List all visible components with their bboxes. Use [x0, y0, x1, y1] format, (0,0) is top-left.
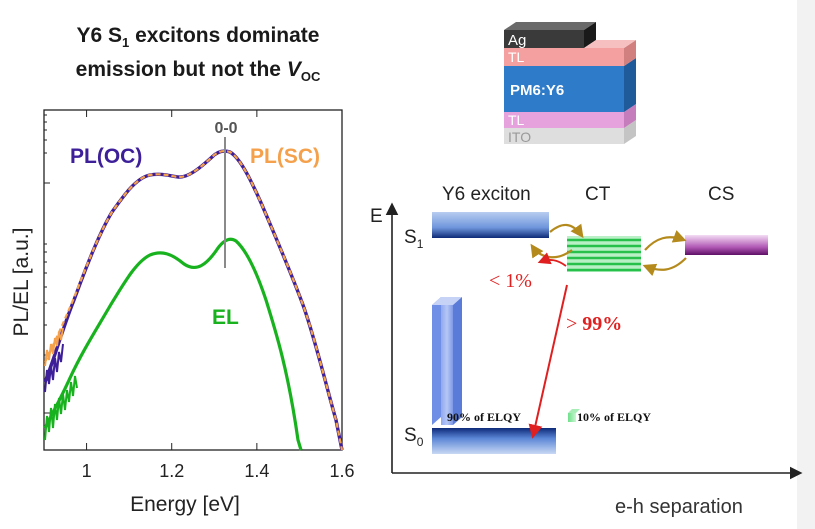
separation-axis-label: e-h separation [615, 496, 743, 518]
stack-tl-top-label: TL [508, 49, 525, 65]
column-label-exciton: Y6 exciton [442, 184, 531, 205]
s1-exciton-level [432, 212, 549, 238]
series-el-noise [44, 375, 78, 441]
s0-label: S0 [404, 425, 424, 449]
x-tick-label: 1.4 [244, 461, 269, 481]
figure-title: Y6 S1 excitons dominate emission but not… [38, 22, 358, 90]
stack-tl-top-top [584, 40, 636, 48]
ct-emission-bar [568, 409, 580, 422]
stack-ag-layer [504, 30, 584, 48]
series-pl-sc-noise [44, 327, 64, 367]
x-tick-label: 1 [82, 461, 92, 481]
series-pl-oc-noise [44, 343, 64, 393]
y-axis-label: PL/EL [a.u.] [10, 228, 33, 337]
stack-ag-top [504, 22, 596, 30]
small-fraction-label: < 1% [489, 270, 532, 292]
stack-ag-label: Ag [508, 32, 526, 49]
stack-tl-top-layer [504, 48, 624, 66]
ct-to-exciton-arrow [530, 243, 573, 259]
title-line-2: emission but not the VOC [75, 58, 321, 85]
s0-ground-level [432, 428, 556, 454]
x-tick-labels: 1 1.2 1.4 1.6 [82, 461, 355, 481]
ct-to-cs-arrow [644, 230, 687, 251]
column-label-cs: CS [708, 184, 734, 205]
x-tick-label: 1.2 [159, 461, 184, 481]
peak-label: 0-0 [214, 120, 237, 137]
ct-manifold [567, 236, 641, 272]
series-pl-oc-line [43, 149, 344, 451]
stack-ito-layer [504, 128, 624, 144]
pl-el-plot: 1 1.2 1.4 1.6 0-0 PL(OC) PL(SC) EL Energy [… [10, 109, 355, 516]
legend-el: EL [212, 306, 239, 329]
y-tick-marks [44, 114, 50, 414]
series-pl-sc-line [44, 149, 344, 451]
cs-level [685, 235, 768, 255]
energy-axis-label: E [370, 206, 383, 227]
x-tick-label: 1.6 [329, 461, 354, 481]
cs-to-ct-arrow [642, 257, 687, 277]
small-decay-arrow [537, 252, 567, 267]
plot-frame [43, 109, 343, 451]
title-line-1: Y6 S1 excitons dominate [76, 24, 320, 51]
stack-active-side [624, 58, 636, 112]
x-axis-label: Energy [eV] [130, 493, 240, 516]
elqy-90-label: 90% of ELQY [447, 410, 521, 424]
stack-active-layer [504, 66, 624, 112]
stack-tl-top-side [624, 40, 636, 66]
legend-pl-sc: PL(SC) [250, 145, 320, 168]
ct-to-ground-arrow [528, 284, 568, 439]
exciton-to-ct-arrow [549, 223, 584, 239]
device-stack: ITO TL PM6:Y6 TL Ag [504, 22, 636, 145]
legend-pl-oc: PL(OC) [70, 145, 142, 168]
column-label-ct: CT [585, 184, 611, 205]
energy-diagram: E e-h separation Y6 exciton CT CS S1 S0 … [370, 184, 803, 518]
exciton-emission-bar [432, 297, 462, 425]
side-panel [797, 0, 815, 529]
stack-ito-label: ITO [508, 129, 531, 145]
series-el-line [43, 237, 303, 451]
large-fraction-label: > 99% [566, 313, 622, 335]
elqy-10-label: 10% of ELQY [577, 410, 651, 424]
stack-ag-side [584, 22, 596, 48]
stack-tl-bottom-layer [504, 112, 624, 128]
stack-tl-bottom-label: TL [508, 112, 525, 128]
s1-label: S1 [404, 227, 424, 251]
stack-active-label: PM6:Y6 [510, 82, 564, 99]
